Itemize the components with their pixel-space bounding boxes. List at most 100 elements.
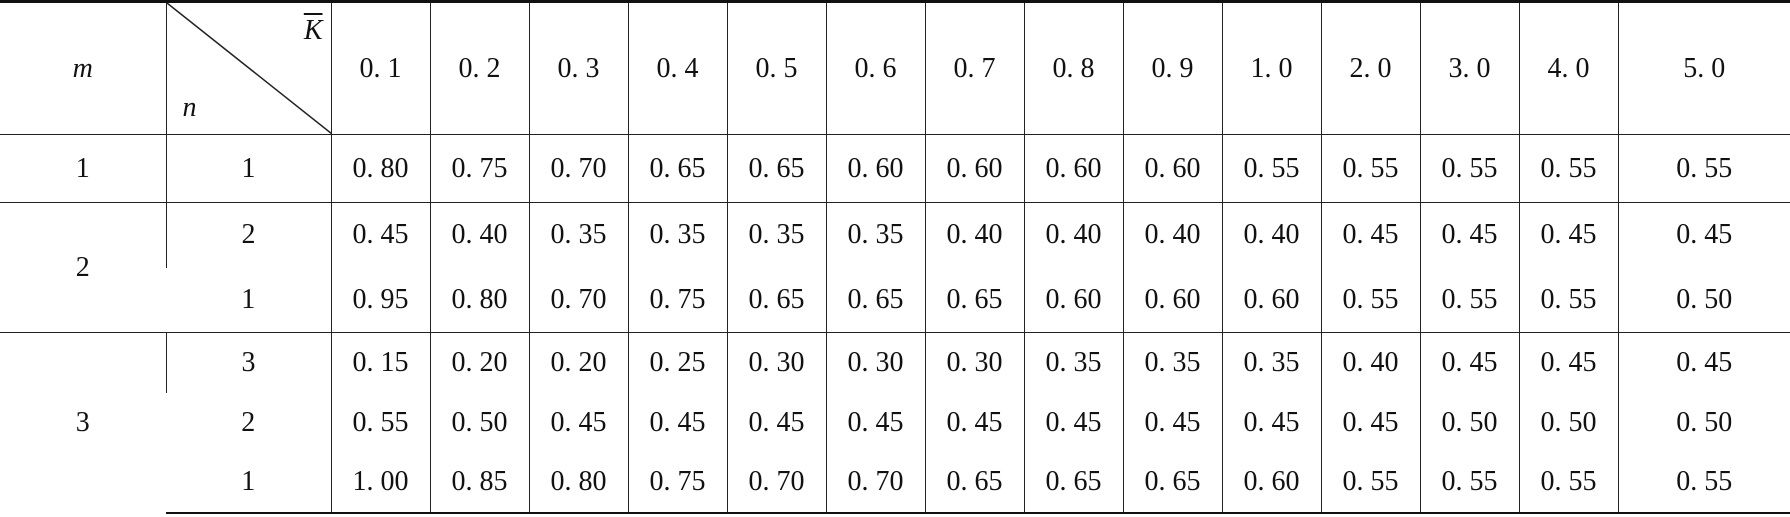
value-cell: 0. 65 [1122, 452, 1222, 514]
value-cell: 0. 40 [1023, 202, 1123, 268]
value-cell: 0. 55 [1419, 452, 1519, 514]
n-cell: 3 [165, 332, 331, 393]
value-cell: 0. 45 [1122, 392, 1222, 453]
n-cell: 2 [165, 202, 331, 268]
value-cell: 0. 80 [528, 452, 628, 514]
value-cell: 0. 20 [429, 332, 529, 393]
value-cell: 0. 15 [330, 332, 430, 393]
column-header: 3. 0 [1419, 0, 1519, 135]
value-cell: 0. 60 [1221, 267, 1321, 333]
value-cell: 0. 55 [1518, 134, 1618, 203]
value-cell: 0. 70 [528, 134, 628, 203]
value-cell: 0. 60 [1122, 134, 1222, 203]
n-cell: 1 [241, 283, 256, 315]
value-cell: 0. 70 [528, 267, 628, 333]
value-cell: 0. 20 [528, 332, 628, 393]
value-cell: 0. 45 [627, 392, 727, 453]
value-cell: 0. 45 [924, 392, 1024, 453]
data-row: 3 3 0. 15 0. 20 0. 20 0. 25 0. 30 0. 30 0. 30 0. … [0, 332, 1790, 513]
value-cell: 0. 35 [726, 202, 826, 268]
value-cell: 0. 25 [627, 332, 727, 393]
value-cell: 0. 65 [825, 267, 925, 333]
value-cell: 0. 65 [924, 452, 1024, 514]
value-cell: 0. 65 [627, 134, 727, 203]
value-cell: 0. 65 [1023, 452, 1123, 514]
n-cell: 1 [166, 452, 331, 514]
value-cell: 0. 45 [1518, 332, 1618, 393]
k-label: K [303, 15, 323, 46]
column-header: 0. 2 [429, 0, 529, 135]
value-cell: 0. 55 [1617, 452, 1790, 514]
column-header: 0. 9 [1122, 0, 1222, 135]
value-cell: 0. 55 [1518, 267, 1618, 333]
column-header: 1. 0 [1221, 0, 1321, 135]
value-cell: 0. 45 [1617, 332, 1790, 393]
column-header: 4. 0 [1518, 0, 1618, 135]
value-cell: 0. 50 [429, 392, 529, 453]
value-cell: 0. 55 [1320, 452, 1420, 514]
diagonal-line [166, 3, 332, 134]
value-cell: 0. 45 [1419, 332, 1519, 393]
value-cell: 0. 45 [528, 392, 628, 453]
value-cell: 0. 40 [924, 202, 1024, 268]
value-cell: 0. 50 [1419, 392, 1519, 453]
data-row: 1 0. 95 0. 80 0. 70 0. 75 0. 65 0. 65 0. 65 0. 6… [0, 267, 1790, 333]
value-cell: 0. 45 [726, 392, 826, 453]
value-cell: 0. 45 [330, 202, 430, 268]
m-header: m [0, 0, 166, 135]
value-cell: 0. 45 [1023, 392, 1123, 453]
column-header: 0. 3 [528, 0, 628, 135]
value-cell: 0. 35 [825, 202, 925, 268]
value-cell: 0. 40 [1221, 202, 1321, 268]
value-cell: 0. 45 [1617, 202, 1790, 268]
value-cell: 0. 40 [1320, 332, 1420, 393]
value-cell: 0. 55 [1617, 134, 1790, 203]
value-cell: 0. 65 [726, 134, 826, 203]
n-cell: 1 [165, 134, 331, 203]
value-cell: 0. 55 [1419, 134, 1519, 203]
value-cell: 0. 40 [1122, 202, 1222, 268]
value-cell: 0. 60 [1023, 134, 1123, 203]
value-cell: 0. 45 [1320, 392, 1420, 453]
value-cell: 0. 60 [1122, 267, 1222, 333]
value-cell: 0. 30 [825, 332, 925, 393]
value-cell: 0. 95 [330, 267, 430, 333]
value-cell: 0. 35 [1221, 332, 1321, 393]
value-cell: 0. 75 [627, 452, 727, 514]
value-cell: 0. 60 [825, 134, 925, 203]
m-label: m [72, 52, 93, 84]
value-cell: 0. 35 [528, 202, 628, 268]
value-cell: 0. 45 [1320, 202, 1420, 268]
value-cell: 0. 50 [1518, 392, 1618, 453]
m-cell: 1 [0, 134, 166, 203]
value-cell: 1. 00 [330, 452, 430, 514]
value-cell: 0. 55 [1320, 134, 1420, 203]
value-cell: 0. 60 [1221, 452, 1321, 514]
m-cell: 2 [0, 202, 166, 333]
value-cell: 0. 50 [1617, 267, 1790, 333]
column-header: 0. 8 [1023, 0, 1123, 135]
data-row: 2 2 0. 45 0. 40 0. 35 0. 35 0. 35 0. 35 0. 40 0. … [0, 202, 1790, 333]
value-cell: 0. 75 [627, 267, 727, 333]
value-cell: 0. 65 [924, 267, 1024, 333]
value-cell: 0. 85 [429, 452, 529, 514]
column-header: 0. 5 [726, 0, 826, 135]
column-header: 0. 1 [330, 0, 430, 135]
column-header: 2. 0 [1320, 0, 1420, 135]
value-cell: 0. 80 [330, 134, 430, 203]
value-cell: 0. 70 [726, 452, 826, 514]
value-cell: 0. 35 [627, 202, 727, 268]
value-cell: 0. 55 [1320, 267, 1420, 333]
value-cell: 0. 65 [726, 267, 826, 333]
value-cell: 0. 60 [924, 134, 1024, 203]
column-header: 0. 4 [627, 0, 727, 135]
value-cell: 0. 80 [429, 267, 529, 333]
value-cell: 0. 50 [1617, 392, 1790, 453]
data-row: 1 1 0. 80 0. 75 0. 70 0. 65 0. 65 0. 60 0. 60 0. … [0, 134, 1790, 203]
value-cell: 0. 35 [1122, 332, 1222, 393]
data-row: 1 1. 00 0. 85 0. 80 0. 75 0. 70 0. 70 0. 65 0. 6… [0, 452, 1790, 514]
column-header: 0. 7 [924, 0, 1024, 135]
